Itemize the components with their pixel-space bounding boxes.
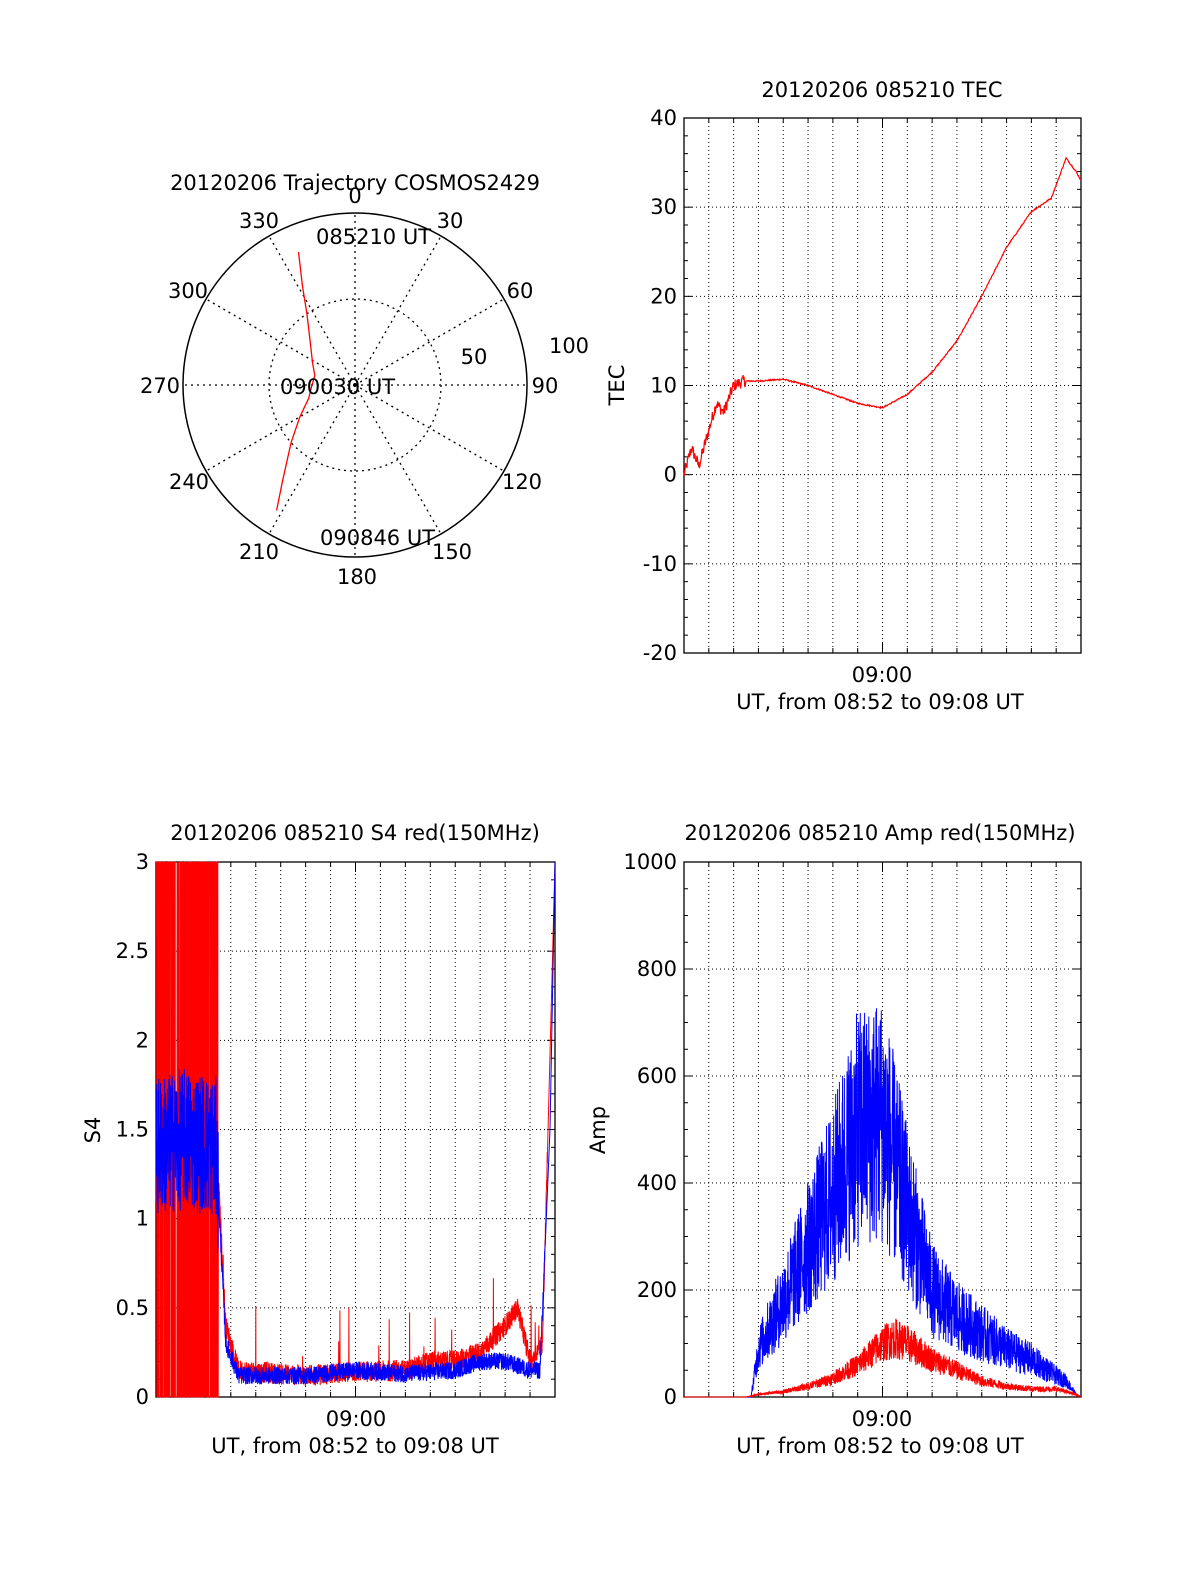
polar-series (275, 251, 316, 511)
s4-ytick-label: 0.5 (116, 1296, 149, 1320)
polar-angle-label: 240 (169, 470, 209, 494)
amp-ytick-label: 600 (637, 1064, 677, 1088)
polar-spoke (354, 384, 442, 535)
amp-xlabel: UT, from 08:52 to 09:08 UT (736, 1434, 1024, 1458)
amp-chart: 20120206 085210 Amp red(150MHz) 0 200 400 6… (586, 821, 1082, 1458)
polar-outer-ring (182, 212, 528, 558)
s4-chart: 20120206 085210 S4 red(150MHz) 0 0.5 1 1.5 2… (81, 821, 556, 1458)
polar-angle-label: 60 (507, 279, 534, 303)
polar-angle-label: 210 (239, 540, 279, 564)
polar-spoke (354, 384, 505, 472)
polar-mid-label: 090030 UT (280, 375, 395, 399)
polar-spoke (268, 235, 356, 386)
polar-start-label: 085210 UT (316, 225, 431, 249)
s4-xtick: 09:00 (326, 1407, 387, 1431)
amp-title: 20120206 085210 Amp red(150MHz) (684, 821, 1075, 845)
tec-frame (683, 117, 1082, 654)
s4-ytick-label: 2.5 (116, 939, 149, 963)
tec-grid: -20 -10 0 10 20 30 40 (643, 106, 1082, 665)
polar-end-label: 090846 UT (320, 526, 435, 550)
tec-ytick-label: -10 (643, 552, 677, 576)
tec-ytick-label: 30 (650, 195, 677, 219)
amp-ytick-label: 0 (664, 1385, 677, 1409)
s4-ytick-label: 0 (136, 1385, 149, 1409)
s4-ytick-label: 2 (136, 1028, 149, 1052)
polar-angle-label: 270 (140, 374, 180, 398)
polar-chart: 20120206 Trajectory COSMOS2429 0 30 60 90 12… (140, 171, 589, 589)
amp-red-line (684, 1318, 1082, 1398)
s4-ylabel: S4 (81, 1117, 105, 1144)
tec-ytick-label: 40 (650, 106, 677, 130)
polar-radial-label: 50 (461, 345, 488, 369)
tec-ytick-label: 0 (664, 463, 677, 487)
tec-xtick: 09:00 (852, 663, 913, 687)
amp-series (684, 1008, 1082, 1398)
polar-radial-label: 100 (549, 334, 589, 358)
s4-blue-line (155, 861, 556, 1385)
tec-title: 20120206 085210 TEC (761, 78, 1002, 102)
polar-angle-label: 120 (502, 470, 542, 494)
polar-angle-label: 300 (168, 279, 208, 303)
amp-blue-line (684, 1008, 1082, 1398)
polar-angle-label: 0 (348, 184, 361, 208)
amp-ytick-label: 200 (637, 1278, 677, 1302)
amp-ytick-label: 400 (637, 1171, 677, 1195)
polar-angle-label: 330 (239, 209, 279, 233)
amp-ytick-label: 800 (637, 957, 677, 981)
polar-spoke (205, 384, 356, 472)
polar-spoke (354, 235, 442, 386)
s4-ytick-label: 3 (136, 850, 149, 874)
s4-ytick-label: 1 (136, 1207, 149, 1231)
tec-chart: 20120206 085210 TEC -20 -10 0 10 20 30 40 09:0… (605, 78, 1082, 714)
amp-grid: 0 200 400 600 800 1000 (624, 850, 1082, 1409)
polar-grid: 0 30 60 90 120 150 180 210 240 270 300 330 50 100 (140, 184, 589, 589)
polar-spoke (205, 298, 356, 386)
polar-trajectory-line (275, 251, 316, 511)
s4-ytick-label: 1.5 (116, 1118, 149, 1142)
amp-ylabel: Amp (586, 1106, 610, 1154)
tec-ylabel: TEC (605, 365, 629, 407)
polar-title: 20120206 Trajectory COSMOS2429 (170, 171, 540, 195)
tec-series (683, 156, 1082, 476)
polar-angle-label: 180 (337, 565, 377, 589)
s4-series (155, 861, 556, 1398)
s4-red-line (156, 861, 556, 1398)
tec-xlabel: UT, from 08:52 to 09:08 UT (736, 690, 1024, 714)
amp-ytick-label: 1000 (624, 850, 677, 874)
polar-spoke (354, 298, 505, 386)
polar-spoke (268, 384, 356, 535)
s4-xlabel: UT, from 08:52 to 09:08 UT (211, 1434, 499, 1458)
tec-ytick-label: 20 (650, 284, 677, 308)
tec-series-line (683, 156, 1082, 476)
polar-angle-label: 30 (437, 209, 464, 233)
tec-ytick-label: -20 (643, 641, 677, 665)
tec-ytick-label: 10 (650, 374, 677, 398)
polar-angle-label: 150 (432, 540, 472, 564)
amp-frame (683, 861, 1082, 1398)
amp-xtick: 09:00 (852, 1407, 913, 1431)
s4-title: 20120206 085210 S4 red(150MHz) (170, 821, 540, 845)
polar-angle-label: 90 (532, 374, 559, 398)
